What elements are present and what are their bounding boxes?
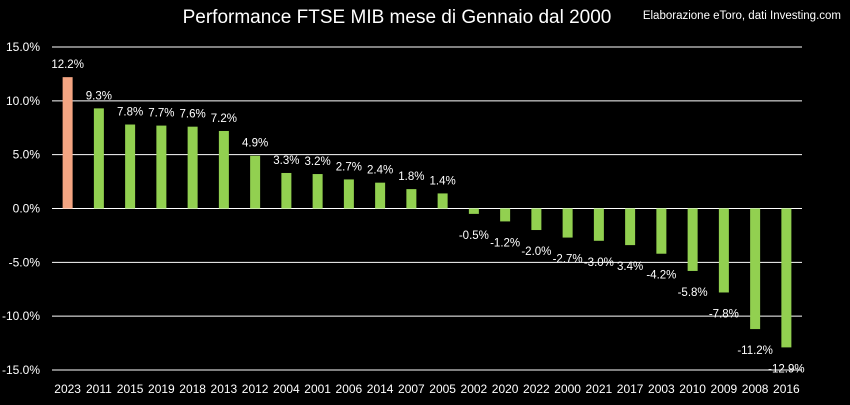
x-tick-label: 2009 — [711, 382, 738, 396]
data-label: -11.2% — [737, 345, 773, 357]
x-tick-label: 2023 — [54, 382, 81, 396]
chart-title: Performance FTSE MIB mese di Gennaio dal… — [183, 7, 612, 28]
data-label: 4.9% — [242, 138, 268, 150]
bar — [218, 130, 229, 209]
bar — [718, 208, 729, 293]
data-label: 1.4% — [430, 175, 456, 187]
x-tick-label: 2016 — [773, 382, 800, 396]
data-label: 2.7% — [336, 161, 362, 173]
bar — [468, 208, 479, 214]
y-tick-label: 10.0% — [6, 94, 40, 108]
bar — [62, 77, 73, 209]
bar — [500, 208, 511, 222]
bar — [406, 189, 417, 209]
bar — [125, 124, 136, 209]
data-label: -7.8% — [709, 308, 739, 320]
x-tick-label: 2004 — [273, 382, 300, 396]
x-tick-label: 2008 — [742, 382, 769, 396]
bar — [281, 172, 292, 209]
x-tick-label: 2021 — [586, 382, 613, 396]
bar — [625, 208, 636, 246]
bar — [375, 182, 386, 209]
data-label: -2.7% — [553, 254, 583, 266]
data-label: 9.3% — [86, 90, 112, 102]
data-label: 3.4% — [617, 261, 643, 273]
x-tick-label: 2022 — [523, 382, 550, 396]
data-labels: 12.2% 9.3% 7.8% 7.7% 7.6% 7.2% 4.9% 3.3% 3.2% 2.7… — [51, 59, 804, 375]
y-tick-label: 0.0% — [13, 202, 41, 216]
x-tick-label: 2015 — [117, 382, 144, 396]
bar — [437, 193, 448, 209]
x-tick-label: 2001 — [304, 382, 331, 396]
y-tick-label: -5.0% — [9, 255, 41, 269]
bar — [531, 208, 542, 231]
y-tick-label: 15.0% — [6, 40, 40, 54]
bar — [656, 208, 667, 254]
x-tick-label: 2007 — [398, 382, 425, 396]
x-tick-label: 2014 — [367, 382, 394, 396]
bar — [187, 126, 198, 209]
data-label: 7.2% — [211, 113, 237, 125]
data-label: 7.6% — [180, 109, 206, 121]
data-label: -3.0% — [584, 257, 614, 269]
bar — [156, 125, 167, 209]
data-label: -12.9% — [768, 363, 804, 375]
x-tick-label: 2010 — [679, 382, 706, 396]
bars — [62, 77, 792, 348]
x-tick-label: 2020 — [492, 382, 519, 396]
x-tick-label: 2011 — [86, 382, 112, 396]
x-tick-label: 2013 — [211, 382, 238, 396]
gridlines — [52, 46, 802, 371]
bar — [343, 179, 354, 209]
data-label: -1.2% — [490, 237, 520, 249]
data-label: 12.2% — [51, 59, 84, 71]
bar — [562, 208, 573, 238]
x-tick-label: 2018 — [179, 382, 206, 396]
x-tick-label: 2000 — [554, 382, 581, 396]
bar — [687, 208, 698, 271]
data-label: 2.4% — [367, 165, 393, 177]
x-tick-label: 2006 — [336, 382, 363, 396]
data-label: -4.2% — [646, 270, 676, 282]
y-tick-label: -10.0% — [2, 309, 40, 323]
data-label: 7.7% — [148, 108, 174, 120]
bar — [750, 208, 761, 330]
x-tick-label: 2005 — [429, 382, 456, 396]
y-tick-label: -15.0% — [2, 363, 40, 377]
data-label: -2.0% — [521, 246, 551, 258]
data-label: -0.5% — [459, 230, 489, 242]
bar — [593, 208, 604, 241]
data-label: 3.2% — [305, 156, 331, 168]
x-tick-label: 2002 — [461, 382, 488, 396]
x-tick-label: 2019 — [148, 382, 175, 396]
data-label: 1.8% — [398, 171, 424, 183]
data-label: 3.3% — [273, 155, 299, 167]
data-label: 7.8% — [117, 107, 143, 119]
bar — [250, 155, 261, 209]
y-tick-label: 5.0% — [13, 148, 41, 162]
x-tick-label: 2003 — [648, 382, 675, 396]
bar — [312, 174, 323, 209]
y-axis-ticks: 15.0% 10.0% 5.0% 0.0% -5.0% -10.0% -15.0% — [2, 40, 40, 377]
x-tick-label: 2012 — [242, 382, 269, 396]
bar — [781, 208, 792, 348]
x-tick-label: 2017 — [617, 382, 644, 396]
data-label: -5.8% — [678, 287, 708, 299]
source-note: Elaborazione eToro, dati Investing.com — [643, 10, 841, 22]
bar — [93, 108, 104, 209]
x-axis-ticks: 2023 2011 2015 2019 2018 2013 2012 2004 2001 2006… — [54, 382, 800, 396]
